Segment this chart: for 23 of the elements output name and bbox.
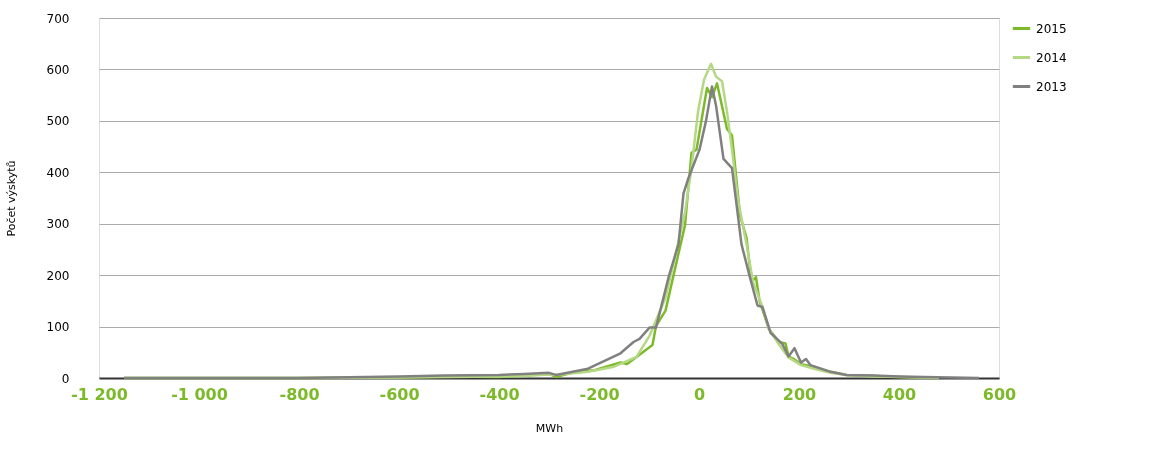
legend-label: 2014	[1036, 50, 1067, 65]
x-tick-label: 200	[782, 384, 817, 404]
legend-label: 2013	[1036, 79, 1067, 94]
x-axis-title: MWh	[535, 421, 564, 435]
legend-label: 2015	[1036, 21, 1067, 36]
y-tick-label: 300	[46, 217, 70, 232]
x-tick-label: -1 000	[171, 384, 228, 404]
y-tick-label: 500	[46, 114, 70, 129]
y-tick-label: 200	[46, 268, 70, 283]
y-tick-label: 400	[46, 165, 70, 180]
x-tick-label: -600	[379, 384, 420, 404]
y-tick-label: 0	[61, 371, 70, 386]
x-tick-label: -400	[479, 384, 520, 404]
x-tick-label: 0	[693, 384, 706, 404]
x-tick-label: -1 200	[71, 384, 128, 404]
x-tick-label: -800	[279, 384, 320, 404]
x-tick-label: 600	[982, 384, 1017, 404]
y-tick-label: 600	[46, 62, 70, 77]
y-tick-label: 700	[46, 11, 70, 26]
y-axis-title: Počet výskytů	[4, 160, 18, 237]
x-tick-label: -200	[579, 384, 620, 404]
x-tick-label: 400	[882, 384, 917, 404]
y-tick-label: 100	[46, 320, 70, 335]
